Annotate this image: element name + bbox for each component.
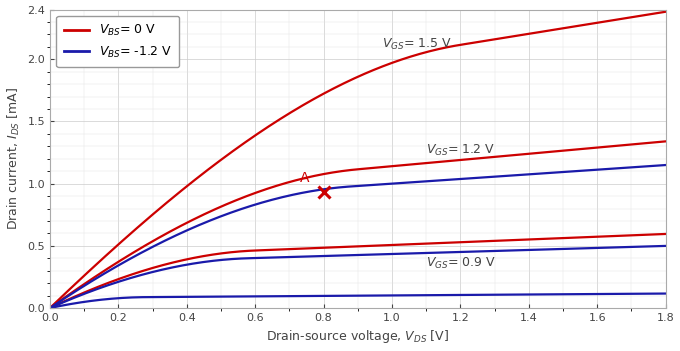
Y-axis label: Drain current, $I_{DS}$ [mA]: Drain current, $I_{DS}$ [mA] xyxy=(5,87,22,230)
Text: A: A xyxy=(301,171,310,185)
X-axis label: Drain-source voltage, $V_{DS}$ [V]: Drain-source voltage, $V_{DS}$ [V] xyxy=(266,329,449,345)
Text: $V_{GS}$= 0.9 V: $V_{GS}$= 0.9 V xyxy=(426,256,496,271)
Text: $V_{GS}$= 1.5 V: $V_{GS}$= 1.5 V xyxy=(381,37,452,52)
Legend: $V_{BS}$= 0 V, $V_{BS}$= -1.2 V: $V_{BS}$= 0 V, $V_{BS}$= -1.2 V xyxy=(56,16,180,67)
Text: $V_{GS}$= 1.2 V: $V_{GS}$= 1.2 V xyxy=(426,143,496,158)
